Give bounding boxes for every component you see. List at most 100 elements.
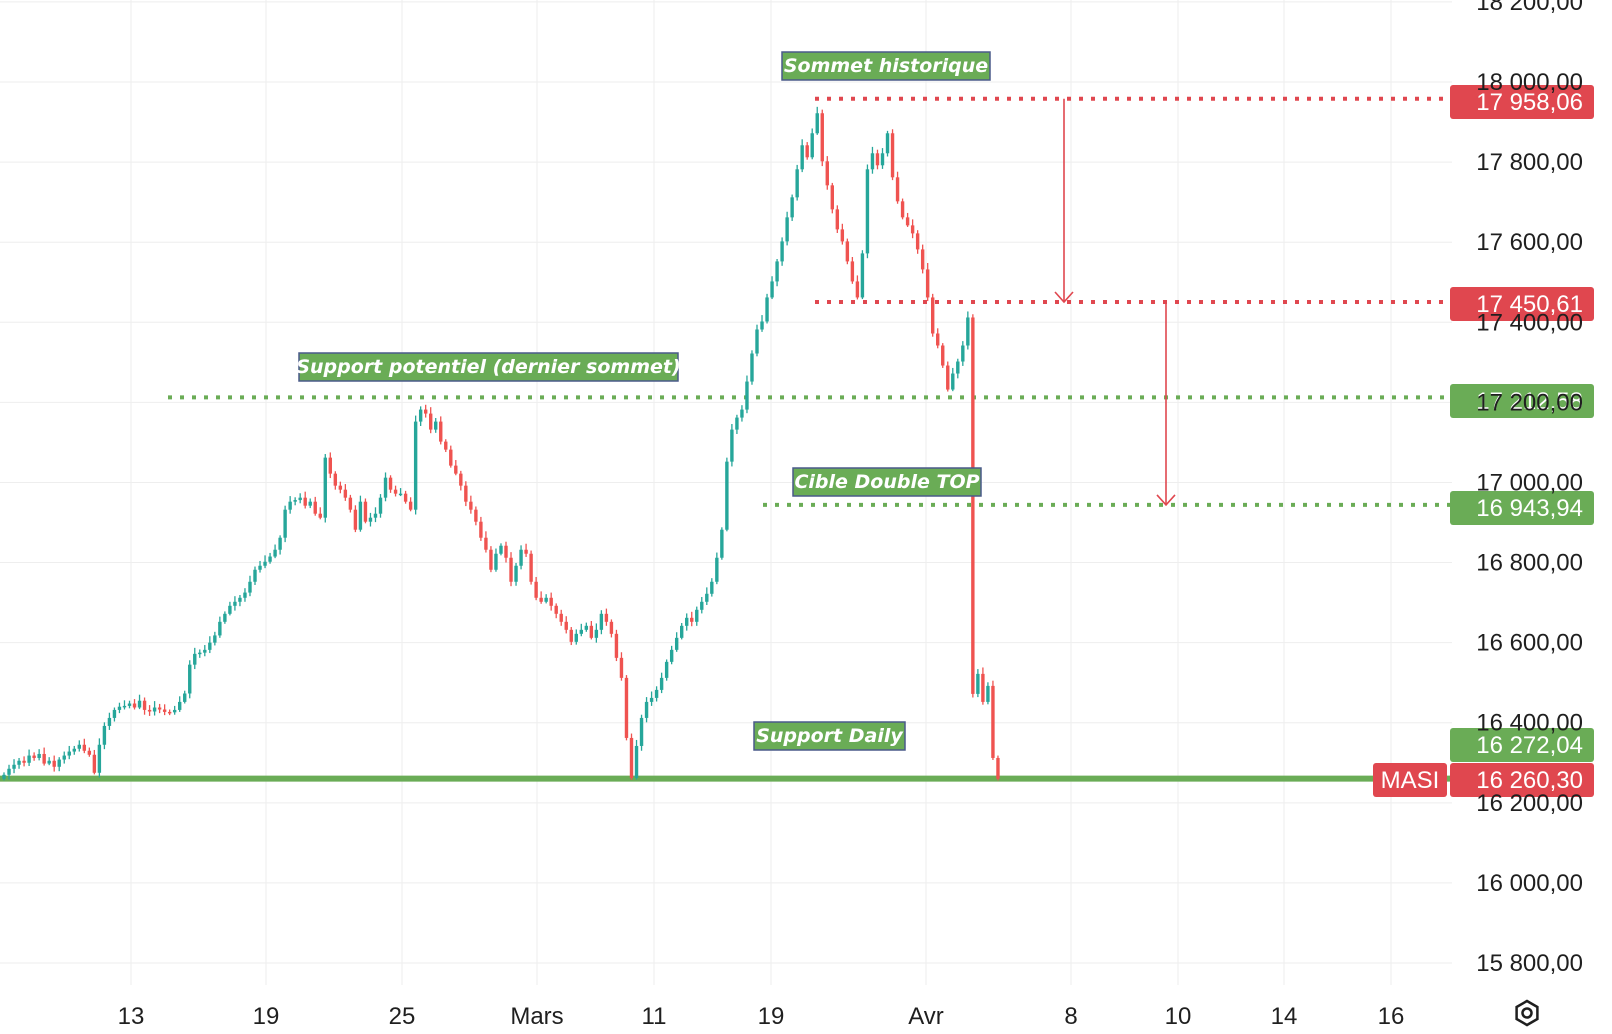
candle-body bbox=[348, 497, 353, 510]
candle-body bbox=[253, 569, 257, 582]
candle-body bbox=[544, 597, 548, 602]
candle-body bbox=[936, 333, 940, 346]
candle-body bbox=[559, 613, 563, 622]
candle-body bbox=[680, 625, 684, 638]
candle-body bbox=[720, 529, 724, 558]
candle-body bbox=[951, 373, 955, 390]
candle-body bbox=[288, 501, 292, 510]
candle-body bbox=[193, 653, 197, 665]
candle-body bbox=[167, 711, 172, 714]
candle-body bbox=[423, 409, 428, 414]
candle-body bbox=[454, 465, 458, 474]
candle-body bbox=[318, 513, 322, 518]
candle-body bbox=[564, 621, 568, 630]
candle-body bbox=[770, 281, 774, 298]
candle-body bbox=[890, 133, 895, 178]
candle-body bbox=[785, 217, 789, 242]
target-arrows bbox=[1054, 98, 1176, 507]
candle-body bbox=[669, 649, 674, 662]
candle-body bbox=[905, 217, 910, 226]
candle-body bbox=[870, 153, 875, 170]
y-tick-label: 17 000,00 bbox=[1476, 469, 1583, 496]
candle-body bbox=[895, 177, 900, 202]
candle-body bbox=[12, 764, 16, 769]
candle-body bbox=[599, 613, 604, 630]
y-tick-label: 16 200,00 bbox=[1476, 790, 1583, 817]
candle-body bbox=[27, 755, 31, 763]
candle-body bbox=[674, 637, 679, 650]
candle-body bbox=[795, 169, 799, 198]
candle-body bbox=[429, 413, 433, 430]
candle-body bbox=[815, 113, 819, 134]
candle-body bbox=[183, 693, 187, 702]
candle-body bbox=[37, 753, 41, 758]
candle-body bbox=[740, 409, 744, 418]
candle-body bbox=[925, 269, 930, 298]
symbol-tag bbox=[1373, 763, 1447, 797]
candle-body bbox=[735, 417, 739, 430]
candle-body bbox=[614, 633, 619, 658]
candle-body bbox=[524, 549, 528, 554]
candle-body bbox=[549, 597, 553, 606]
x-axis[interactable]: 13 19 25 Mars 11 19 Avr 8 10 14 16 bbox=[118, 1003, 1405, 1030]
candle-body bbox=[388, 477, 393, 490]
annotation-box bbox=[792, 467, 982, 497]
grid bbox=[0, 0, 1452, 985]
candle-body bbox=[52, 760, 56, 767]
candle-body bbox=[363, 501, 368, 522]
candle-body bbox=[469, 501, 473, 510]
level-price-tag bbox=[1450, 491, 1594, 525]
candle-body bbox=[634, 745, 639, 778]
candle-body bbox=[730, 429, 734, 462]
candle-body bbox=[910, 225, 915, 234]
candle-body bbox=[82, 744, 87, 751]
candle-body bbox=[695, 609, 699, 622]
candle-body bbox=[479, 521, 483, 538]
candle-body bbox=[900, 201, 905, 218]
level-price-label: 17 212,58 bbox=[1476, 388, 1583, 415]
candle-body bbox=[474, 509, 478, 522]
candle-body bbox=[208, 642, 212, 650]
candle-body bbox=[152, 707, 157, 712]
settings-icon[interactable] bbox=[1515, 999, 1539, 1027]
candle-body bbox=[715, 557, 719, 582]
y-tick-label: 17 600,00 bbox=[1476, 229, 1583, 256]
annotations: Sommet historique Support potentiel (dern… bbox=[296, 51, 991, 751]
candle-body bbox=[825, 161, 829, 186]
candle-body bbox=[188, 664, 192, 694]
candle-body bbox=[986, 685, 990, 702]
candle-body bbox=[805, 145, 809, 158]
candle-body bbox=[353, 509, 358, 530]
candle-body bbox=[810, 133, 814, 158]
candle-body bbox=[434, 421, 438, 430]
candle-body bbox=[976, 673, 980, 694]
x-tick-label: 10 bbox=[1165, 1003, 1192, 1030]
candle-body bbox=[243, 592, 247, 598]
candle-body bbox=[378, 497, 383, 514]
candle-body bbox=[338, 485, 343, 490]
candle-body bbox=[278, 537, 282, 550]
y-axis[interactable]: 18 200,00 18 000,00 17 800,00 17 600,00 17 4… bbox=[1476, 0, 1583, 977]
candle-body bbox=[283, 509, 287, 538]
symbol-label: MASI bbox=[1381, 767, 1440, 794]
candle-body bbox=[178, 701, 182, 710]
arrow-head bbox=[1156, 494, 1176, 507]
candle-body bbox=[47, 760, 51, 764]
candles bbox=[2, 106, 1000, 781]
candle-body bbox=[659, 677, 664, 690]
candle-body bbox=[213, 635, 217, 643]
candle-body bbox=[418, 409, 423, 422]
candle-body bbox=[885, 133, 890, 154]
candle-body bbox=[594, 629, 599, 638]
candle-body bbox=[705, 593, 709, 602]
candle-body bbox=[263, 561, 267, 566]
candle-body bbox=[459, 473, 463, 486]
y-tick-label: 16 800,00 bbox=[1476, 550, 1583, 577]
candle-body bbox=[654, 689, 659, 698]
candle-body bbox=[258, 565, 262, 570]
candle-body bbox=[172, 709, 177, 713]
candle-body bbox=[569, 629, 573, 642]
candle-body bbox=[333, 473, 338, 486]
level-price-label: 16 272,04 bbox=[1476, 732, 1583, 759]
